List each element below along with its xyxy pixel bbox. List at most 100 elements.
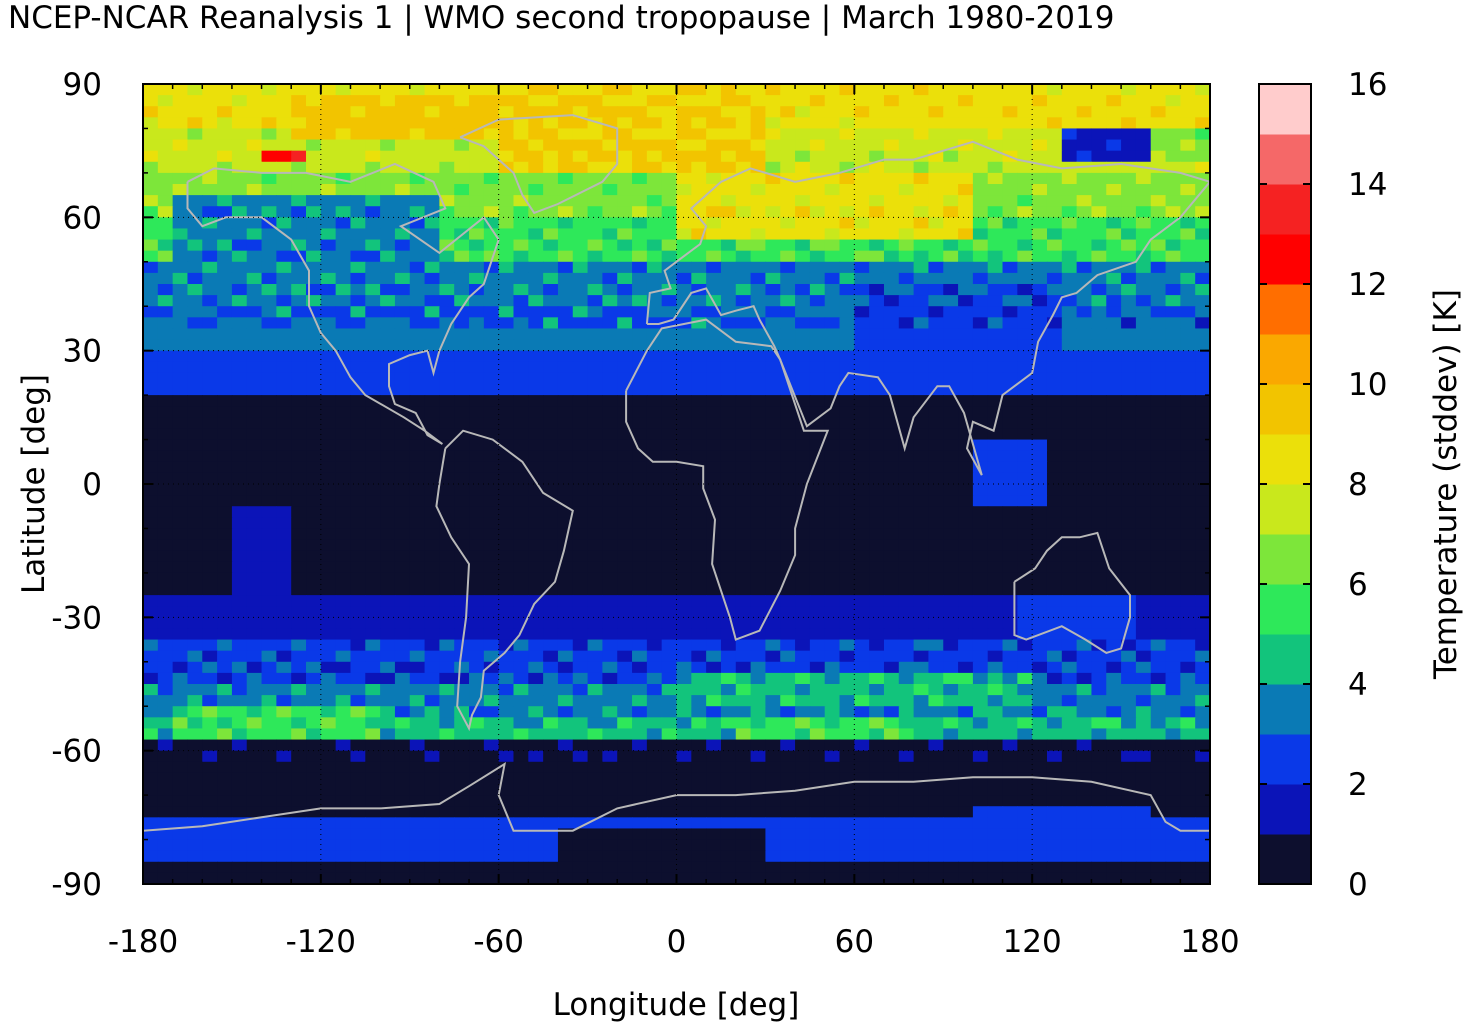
heatmap-cell xyxy=(572,84,589,96)
heatmap-cell xyxy=(572,784,589,796)
heatmap-cell xyxy=(1180,428,1196,441)
heatmap-cell xyxy=(454,95,470,107)
heatmap-cell xyxy=(913,784,930,796)
heatmap-cell xyxy=(365,672,381,685)
heatmap-cell xyxy=(1076,684,1093,696)
heatmap-cell xyxy=(958,672,974,685)
heatmap-cell xyxy=(1046,695,1063,707)
heatmap-cell xyxy=(1135,639,1152,652)
heatmap-cell xyxy=(335,450,352,463)
heatmap-cell xyxy=(720,628,737,641)
heatmap-cell xyxy=(335,95,352,107)
heatmap-cell xyxy=(587,295,604,307)
heatmap-cell xyxy=(246,761,263,774)
heatmap-cell xyxy=(1180,495,1196,507)
heatmap-cell xyxy=(913,739,930,752)
heatmap-cell xyxy=(231,506,248,518)
heatmap-cell xyxy=(883,495,900,507)
heatmap-cell xyxy=(1017,550,1033,563)
heatmap-cell xyxy=(661,817,678,830)
heatmap-cell xyxy=(1091,495,1107,507)
heatmap-cell xyxy=(498,572,515,585)
heatmap-cell xyxy=(528,184,544,196)
heatmap-cell xyxy=(602,406,618,418)
heatmap-cell xyxy=(809,639,826,652)
heatmap-cell xyxy=(543,372,559,385)
heatmap-cell xyxy=(202,428,218,441)
heatmap-cell xyxy=(780,150,796,163)
heatmap-cell xyxy=(187,250,203,263)
heatmap-cell xyxy=(617,772,633,785)
heatmap-cell xyxy=(483,84,500,96)
heatmap-cell xyxy=(869,606,885,618)
heatmap-cell xyxy=(1106,272,1122,285)
heatmap-cell xyxy=(380,272,396,285)
heatmap-cell xyxy=(587,439,604,452)
heatmap-cell xyxy=(483,850,500,863)
heatmap-cell xyxy=(172,484,189,496)
heatmap-cell xyxy=(1032,717,1048,730)
heatmap-cell xyxy=(439,139,455,152)
heatmap-cell xyxy=(691,417,707,430)
heatmap-cell xyxy=(291,550,307,563)
heatmap-cell xyxy=(469,328,485,341)
heatmap-cell xyxy=(350,750,366,763)
heatmap-cell xyxy=(246,484,263,496)
heatmap-cell xyxy=(498,150,515,163)
heatmap-cell xyxy=(143,295,159,307)
heatmap-cell xyxy=(1091,250,1107,263)
heatmap-cell xyxy=(320,650,337,663)
heatmap-cell xyxy=(172,184,189,196)
heatmap-cell xyxy=(469,550,485,563)
heatmap-cell xyxy=(424,284,440,296)
heatmap-cell xyxy=(898,539,915,552)
heatmap-cell xyxy=(1121,284,1137,296)
heatmap-cell xyxy=(454,417,470,430)
heatmap-cell xyxy=(928,139,944,152)
heatmap-cell xyxy=(1150,384,1167,396)
heatmap-cell xyxy=(306,695,322,707)
heatmap-cell xyxy=(972,472,989,485)
heatmap-cell xyxy=(380,317,396,330)
heatmap-cell xyxy=(1017,284,1033,296)
heatmap-cell xyxy=(1046,372,1063,385)
heatmap-cell xyxy=(498,339,515,352)
heatmap-cell xyxy=(1106,150,1122,163)
heatmap-cell xyxy=(587,272,604,285)
heatmap-cell xyxy=(143,339,159,352)
heatmap-cell xyxy=(143,728,159,741)
heatmap-cell xyxy=(706,150,722,163)
heatmap-cell xyxy=(1180,806,1196,818)
heatmap-cell xyxy=(246,828,263,841)
heatmap-cell xyxy=(1121,184,1137,196)
heatmap-cell xyxy=(380,84,396,96)
heatmap-cell xyxy=(1046,428,1063,441)
heatmap-cell xyxy=(617,539,633,552)
heatmap-cell xyxy=(854,817,870,830)
heatmap-cell xyxy=(572,528,589,541)
heatmap-cell xyxy=(676,817,692,830)
heatmap-cell xyxy=(513,695,529,707)
heatmap-cell xyxy=(632,472,648,485)
heatmap-cell xyxy=(987,117,1004,130)
heatmap-cell xyxy=(157,561,174,574)
heatmap-cell xyxy=(572,650,589,663)
heatmap-cell xyxy=(972,428,989,441)
heatmap-cell xyxy=(883,195,900,207)
heatmap-cell xyxy=(513,661,529,674)
heatmap-cell xyxy=(365,717,381,730)
heatmap-cell xyxy=(1076,672,1093,685)
heatmap-cell xyxy=(1017,484,1033,496)
heatmap-cell xyxy=(765,584,781,596)
heatmap-cell xyxy=(587,839,604,852)
heatmap-cell xyxy=(1002,761,1018,774)
heatmap-cell xyxy=(720,295,737,307)
heatmap-cell xyxy=(350,839,366,852)
heatmap-cell xyxy=(424,406,440,418)
heatmap-cell xyxy=(676,828,692,841)
heatmap-cell xyxy=(958,339,974,352)
heatmap-cell xyxy=(187,406,203,418)
heatmap-cell xyxy=(735,528,752,541)
heatmap-cell xyxy=(394,495,411,507)
heatmap-cell xyxy=(1195,517,1210,530)
